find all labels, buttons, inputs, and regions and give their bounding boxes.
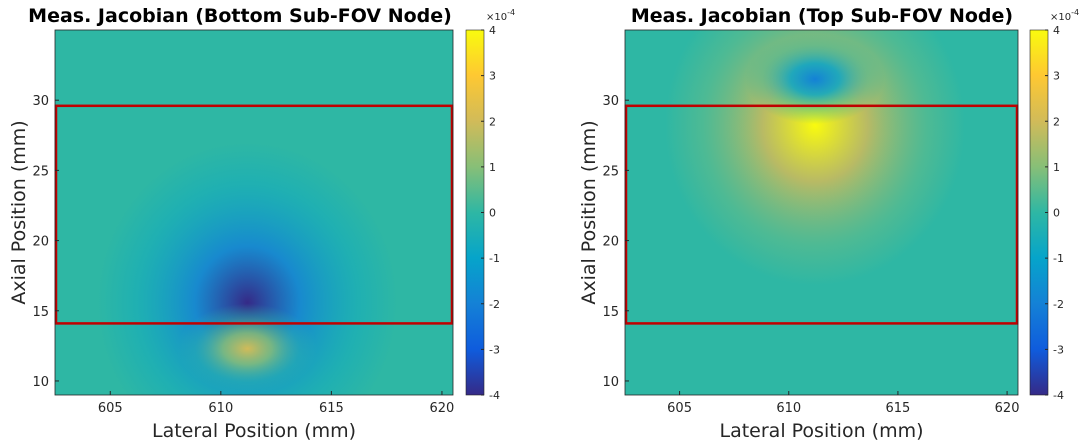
colorbar-tick-label: 3 xyxy=(1053,70,1060,83)
colorbar-exponent: ×10-4 xyxy=(1050,8,1079,23)
heatmap-positive-peak xyxy=(177,303,318,394)
y-tick-label: 30 xyxy=(602,94,619,109)
axes-frame xyxy=(54,29,454,396)
y-tick-label: 20 xyxy=(602,235,619,250)
y-tick-label: 25 xyxy=(602,164,619,179)
sub-fov-box xyxy=(624,104,1019,325)
heatmap-positive-peak xyxy=(664,30,965,286)
y-axis-label: Axial Position (mm) xyxy=(8,120,30,304)
y-tick-label: 10 xyxy=(32,375,49,390)
x-tick-label: 620 xyxy=(430,401,455,416)
colorbar-tick-label: -2 xyxy=(489,298,500,311)
colorbar-tick-label: 2 xyxy=(1053,115,1060,128)
x-tick-label: 610 xyxy=(776,401,801,416)
colorbar-tick-label: -2 xyxy=(1053,298,1064,311)
y-tick-label: 20 xyxy=(32,235,49,250)
heatmap-field xyxy=(97,142,398,395)
y-tick-label: 25 xyxy=(32,164,49,179)
sub-fov-box xyxy=(54,104,454,325)
colorbar-tick-label: -4 xyxy=(489,389,500,402)
chart-title: Meas. Jacobian (Bottom Sub-FOV Node) xyxy=(28,5,452,27)
colorbar-tick-label: 4 xyxy=(489,24,496,37)
x-tick-label: 605 xyxy=(98,401,123,416)
colorbar-tick-label: 3 xyxy=(489,70,496,83)
colorbar-tick-label: 2 xyxy=(489,115,496,128)
x-axis-label: Lateral Position (mm) xyxy=(720,420,924,442)
colorbar-tick-label: -3 xyxy=(1053,343,1064,356)
colorbar-tick-label: 4 xyxy=(1053,24,1060,37)
colorbar-exponent: ×10-4 xyxy=(486,8,515,23)
colorbar: 4 3 2 1 0 -1 -2 -3 -4 ×10-4 xyxy=(465,8,515,402)
x-tick-label: 605 xyxy=(667,401,692,416)
y-tick-label: 15 xyxy=(602,305,619,320)
x-tick-label: 610 xyxy=(208,401,233,416)
colorbar-tick-label: -4 xyxy=(1053,389,1064,402)
colorbar-tick-label: -1 xyxy=(1053,252,1064,265)
x-tick-label: 615 xyxy=(886,401,911,416)
heatmap-negative-peak xyxy=(97,142,398,395)
y-tick-label: 10 xyxy=(602,375,619,390)
x-tick-label: 620 xyxy=(995,401,1020,416)
colorbar-tick-label: 0 xyxy=(1053,207,1060,220)
colorbar-tick-label: 1 xyxy=(489,161,496,174)
y-axis-label: Axial Position (mm) xyxy=(578,120,600,304)
colorbar-tick-label: -3 xyxy=(489,343,500,356)
x-tick-label: 615 xyxy=(319,401,344,416)
colorbar-tick-label: 0 xyxy=(489,207,496,220)
heatmap-negative-peak xyxy=(744,34,885,125)
x-axis-label: Lateral Position (mm) xyxy=(152,420,356,442)
y-tick-label: 15 xyxy=(32,305,49,320)
colorbar: 4 3 2 1 0 -1 -2 -3 -4 ×10-4 xyxy=(1029,8,1079,402)
colorbar-tick-label: -1 xyxy=(489,252,500,265)
chart-title: Meas. Jacobian (Top Sub-FOV Node) xyxy=(631,5,1013,27)
y-tick-label: 30 xyxy=(32,94,49,109)
colorbar-tick-label: 1 xyxy=(1053,161,1060,174)
axes-frame xyxy=(624,29,1019,396)
heatmap-field xyxy=(664,30,965,286)
